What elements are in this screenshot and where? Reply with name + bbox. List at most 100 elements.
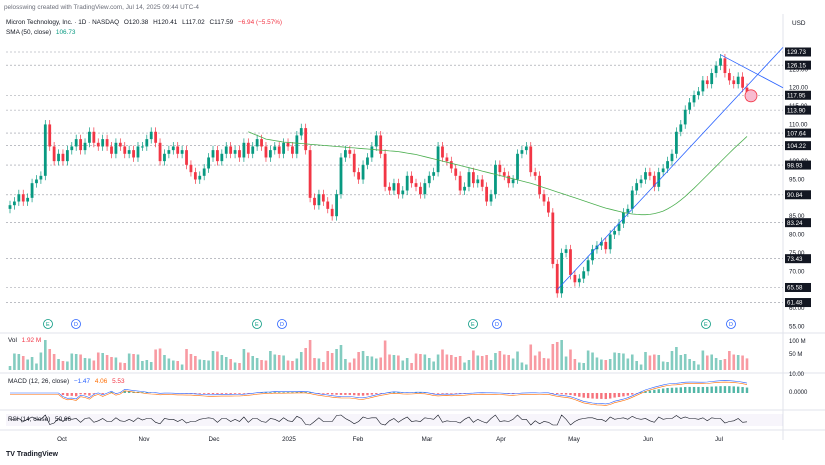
candle-body <box>471 172 475 184</box>
volume-bar <box>74 354 78 370</box>
volume-label: Vol <box>8 337 17 344</box>
candle-body <box>679 124 683 132</box>
volume-bar <box>494 353 497 370</box>
volume-bar <box>277 355 281 370</box>
candle-body <box>74 139 78 147</box>
macd-histogram-bar <box>92 393 96 394</box>
volume-bar <box>202 360 206 370</box>
macd-histogram-bar <box>322 393 325 394</box>
symbol-line[interactable]: Micron Technology, Inc. · 1D · NASDAQ O1… <box>6 19 285 26</box>
volume-bar <box>17 354 21 370</box>
macd-histogram-bar <box>600 393 603 399</box>
volume-bar <box>308 340 312 370</box>
macd-legend[interactable]: MACD (12, 26, close) −1.47 4.06 5.53 <box>8 378 128 385</box>
candle-body <box>149 131 153 140</box>
macd-histogram-bar <box>273 392 276 393</box>
candle-body <box>697 91 700 96</box>
volume-legend[interactable]: Vol 1.92 M <box>8 337 44 344</box>
candle-body <box>449 161 453 169</box>
candle-body <box>330 208 334 217</box>
volume-bar <box>282 355 285 370</box>
macd-histogram-bar <box>450 393 453 394</box>
candle-body <box>401 190 405 195</box>
candle-body <box>604 241 608 250</box>
volume-bar <box>547 358 550 370</box>
candle-body <box>57 153 60 162</box>
volume-value: 1.92 M <box>21 337 42 344</box>
candle-body <box>639 179 643 184</box>
candle-body <box>644 172 647 180</box>
sma-50-line <box>248 131 748 216</box>
time-axis-label: Feb <box>353 436 364 443</box>
candle-body <box>65 150 69 162</box>
macd-histogram-bar <box>242 393 246 394</box>
candle-body <box>564 249 568 253</box>
macd-histogram-bar <box>714 386 718 393</box>
macd-histogram-bar <box>745 387 749 393</box>
candle-body <box>520 150 524 154</box>
candle-body <box>476 179 480 184</box>
ohlc-high: H120.41 <box>153 19 178 26</box>
candle-body <box>313 197 316 206</box>
event-marker-letter: D <box>729 322 733 328</box>
candle-body <box>396 183 400 195</box>
volume-bar <box>119 362 122 370</box>
level-price-label: 107.64 <box>787 130 806 137</box>
volume-bar <box>242 349 246 370</box>
candle-body <box>251 146 255 154</box>
candle-body <box>30 183 34 198</box>
macd-histogram-bar <box>282 392 285 393</box>
volume-bar <box>441 349 444 370</box>
candle-body <box>335 194 338 217</box>
volume-bar <box>352 358 356 370</box>
volume-bar <box>313 358 316 370</box>
candle-body <box>264 146 268 158</box>
candle-body <box>52 146 56 162</box>
candle-body <box>286 142 290 147</box>
price-tick-label: 110.00 <box>789 121 808 128</box>
symbol-name: Micron Technology, Inc. · 1D · NASDAQ <box>6 19 120 26</box>
rsi-band <box>6 414 783 426</box>
sma-label: SMA (50, close) <box>6 29 52 36</box>
level-price-badge <box>785 128 811 138</box>
volume-bar <box>366 356 369 370</box>
candle-body <box>692 95 696 103</box>
level-price-badge <box>785 60 811 70</box>
macd-histogram-bar <box>613 393 616 398</box>
candle-body <box>339 157 343 195</box>
volume-bar <box>44 340 47 370</box>
candle-body <box>551 212 555 264</box>
volume-bar <box>13 353 16 370</box>
level-price-label: 126.15 <box>787 62 806 69</box>
candle-body <box>136 146 140 158</box>
candle-body <box>555 263 559 294</box>
candle-body <box>344 150 347 158</box>
rsi-legend[interactable]: RSI (14, close) 50.66 <box>8 416 74 423</box>
macd-histogram-bar <box>723 386 727 393</box>
macd-histogram-bar <box>353 393 356 396</box>
volume-bar <box>675 347 678 370</box>
level-price-badge <box>785 298 811 308</box>
candle-body <box>427 175 431 184</box>
sma-legend[interactable]: SMA (50, close) 106.73 <box>6 29 78 36</box>
volume-bar <box>269 351 272 370</box>
candle-body <box>154 131 158 143</box>
volume-bar <box>595 357 599 370</box>
candle-body <box>211 150 215 158</box>
volume-bar <box>154 349 157 370</box>
macd-histogram-bar <box>556 393 559 395</box>
volume-tick-label: 100 M <box>789 339 806 345</box>
candle-body <box>295 135 299 154</box>
volume-bar <box>600 359 603 370</box>
candle-body <box>79 139 83 151</box>
volume-bar <box>525 364 528 370</box>
level-price-label: 98.93 <box>787 162 803 169</box>
volume-bar <box>344 359 347 370</box>
volume-bar <box>110 357 113 370</box>
volume-bar <box>582 363 586 370</box>
price-tick-label: 125.00 <box>789 66 808 73</box>
macd-histogram-bar <box>326 393 329 395</box>
candle-body <box>524 146 528 151</box>
volume-bar <box>538 351 541 370</box>
